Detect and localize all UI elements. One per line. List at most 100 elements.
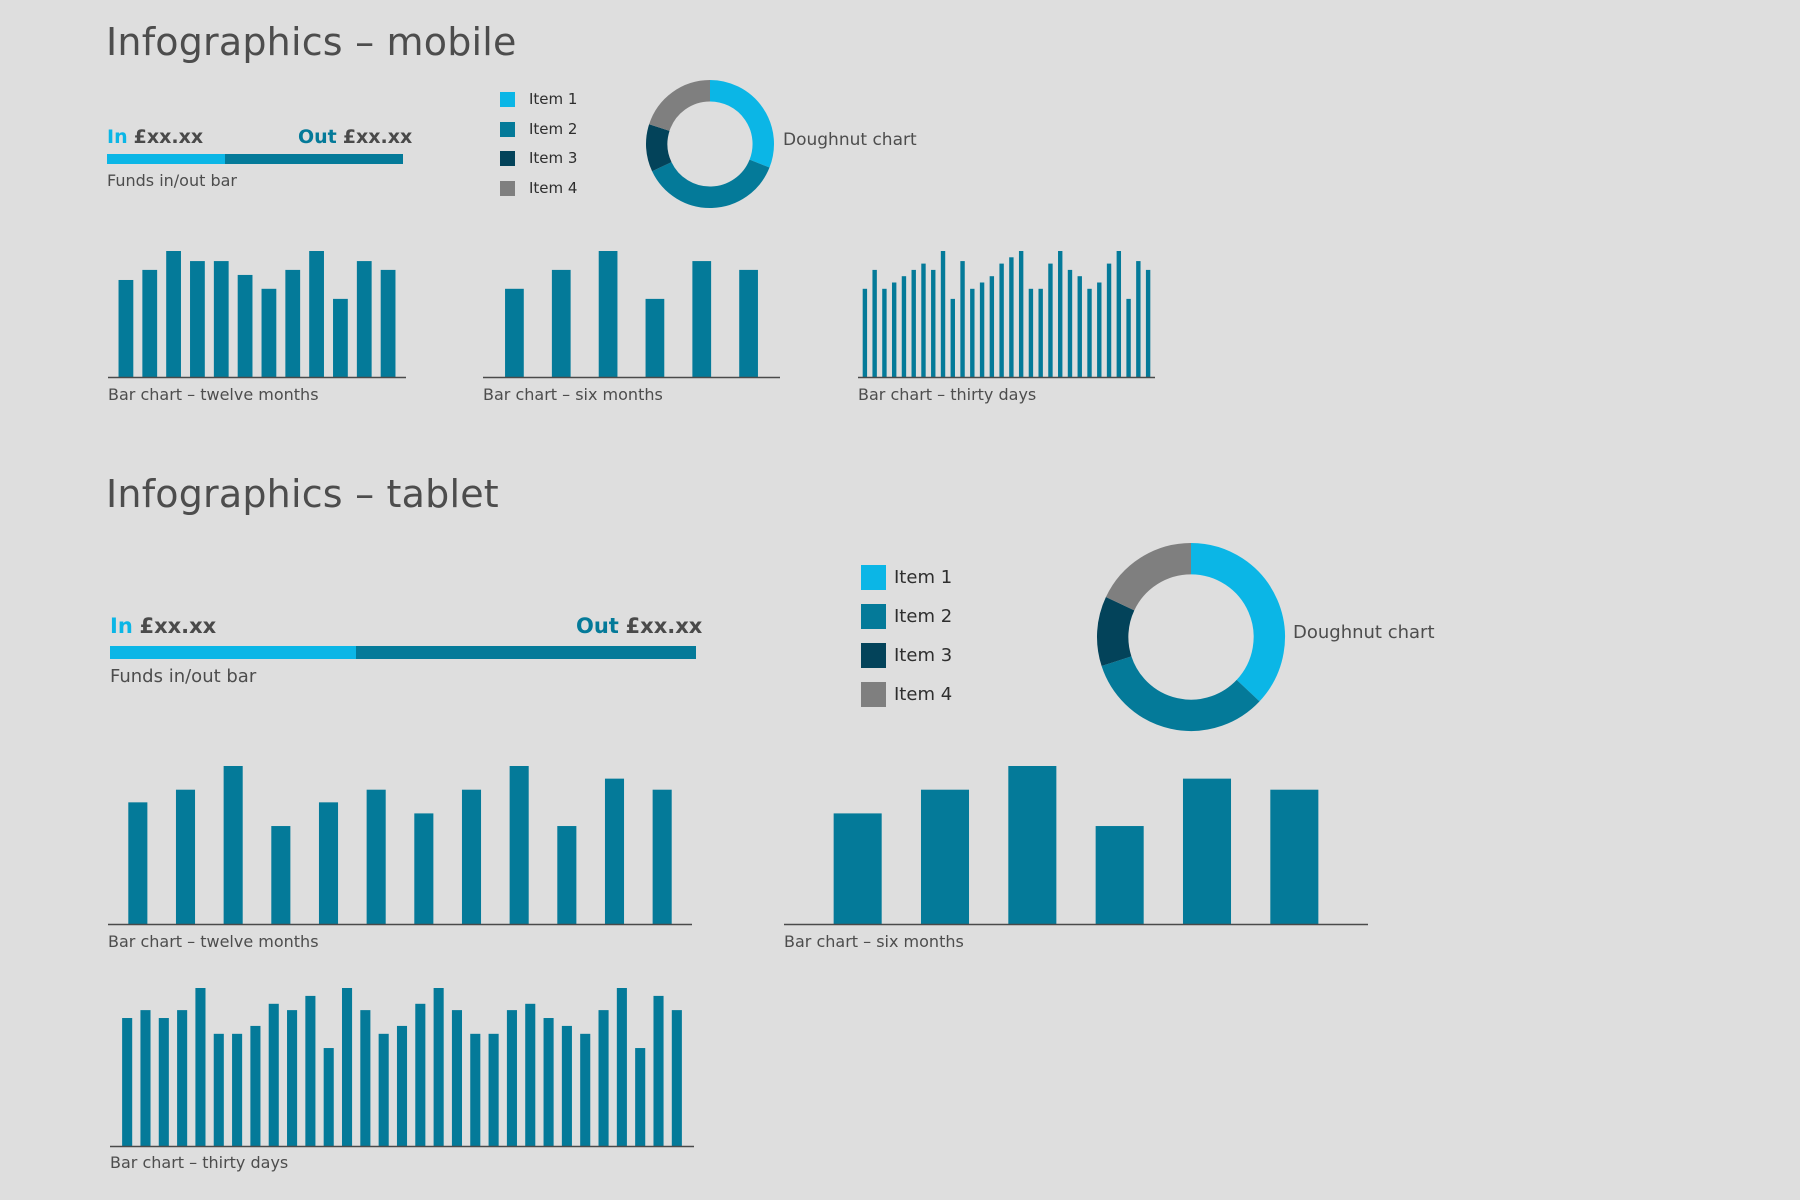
- mobile-thirty-days-bar-6: [911, 269, 916, 377]
- tablet-six-months-bar-1: [833, 813, 882, 924]
- tablet-out-label: Out: [576, 614, 619, 638]
- tablet-twelve-months-bar-3: [223, 766, 243, 924]
- mobile-thirty-days-bar-11: [960, 261, 965, 377]
- mobile-six-months-bar-1: [505, 288, 524, 377]
- tablet-legend-label-2: Item 2: [894, 606, 953, 627]
- mobile-twelve-months-bar-6: [237, 274, 253, 377]
- tablet-twelve-months-bar-6: [366, 789, 386, 924]
- mobile-twelve-months-bar-10: [333, 298, 348, 377]
- mobile-thirty-days-bar-13: [979, 282, 985, 377]
- tablet-thirty-days-bar-4: [177, 1010, 188, 1146]
- tablet-twelve-months-bar-12: [652, 789, 672, 924]
- mobile-doughnut-slice-3: [646, 124, 672, 172]
- mobile-thirty-days-bar-2: [872, 269, 877, 377]
- mobile-legend-label-4: Item 4: [529, 179, 578, 197]
- tablet-thirty-days-bar-30: [653, 995, 664, 1146]
- mobile-legend-label-2: Item 2: [529, 120, 578, 138]
- mobile-thirty-days-bar-27: [1116, 251, 1122, 377]
- mobile-thirty-days-bar-14: [989, 276, 995, 377]
- mobile-out-label: Out: [298, 126, 337, 148]
- tablet-legend-label-3: Item 3: [894, 645, 953, 666]
- tablet-thirty-days-bar-24: [543, 1018, 554, 1146]
- tablet-thirty-days-bar-19: [451, 1010, 463, 1146]
- tablet-legend-swatch-3: [861, 643, 886, 668]
- mobile-legend-label-1: Item 1: [529, 90, 578, 108]
- tablet-in-amount: £xx.xx: [139, 614, 217, 638]
- mobile-six-months-bar-2: [551, 269, 571, 377]
- tablet-six-months-bar-6: [1270, 789, 1319, 924]
- tablet-legend-swatch-4: [861, 682, 886, 707]
- tablet-legend-item-3: Item 3: [861, 643, 952, 668]
- tablet-twelve-months-bar-5: [318, 802, 339, 924]
- tablet-thirty-days-bar-13: [341, 988, 353, 1146]
- tablet-section-title: Infographics – tablet: [106, 472, 499, 516]
- tablet-thirty-days-bar-17: [415, 1003, 426, 1146]
- mobile-thirty-days-bar-9: [940, 251, 946, 377]
- mobile-funds-in-label: In £xx.xx: [107, 126, 203, 148]
- tablet-funds-in-label: In £xx.xx: [110, 614, 216, 638]
- tablet-twelve-months-bar-2: [175, 789, 196, 924]
- mobile-thirty-days-bar-12: [970, 288, 975, 377]
- tablet-doughnut-slice-2: [1101, 655, 1260, 731]
- tablet-bar12-caption: Bar chart – twelve months: [108, 932, 319, 951]
- mobile-thirty-days-bar-26: [1106, 263, 1112, 377]
- mobile-doughnut-slice-4: [649, 80, 711, 132]
- tablet-thirty-days-bar-22: [506, 1010, 517, 1146]
- mobile-twelve-months-bar-9: [309, 251, 324, 377]
- mobile-thirty-days-bar-30: [1145, 269, 1151, 377]
- tablet-thirty-days-bar-7: [232, 1033, 243, 1146]
- mobile-thirty-days-bar-18: [1028, 288, 1034, 377]
- mobile-in-amount: £xx.xx: [133, 126, 204, 148]
- mobile-twelve-months-bar-5: [213, 261, 229, 377]
- tablet-thirty-days-bar-26: [580, 1033, 591, 1146]
- tablet-thirty-days-bar-23: [525, 1003, 536, 1146]
- mobile-thirty-days-bar-15: [999, 263, 1004, 377]
- tablet-doughnut-slice-3: [1097, 596, 1135, 667]
- mobile-thirty-days-bar-22: [1067, 269, 1073, 377]
- mobile-twelve-months-bar-2: [142, 269, 158, 377]
- tablet-bar-chart-six-months: [784, 766, 1368, 926]
- mobile-twelve-months-bar-8: [285, 269, 301, 377]
- mobile-legend-swatch-3: [500, 150, 515, 166]
- tablet-thirty-days-bar-8: [250, 1025, 261, 1146]
- mobile-section-title: Infographics – mobile: [106, 20, 517, 64]
- tablet-doughnut-slice-1: [1190, 543, 1285, 702]
- mobile-bar-chart-twelve-months: [108, 251, 406, 379]
- tablet-thirty-days-bar-20: [470, 1033, 481, 1146]
- mobile-six-months-bar-5: [692, 261, 712, 377]
- mobile-thirty-days-bar-23: [1077, 276, 1082, 377]
- mobile-thirty-days-bar-17: [1018, 251, 1024, 377]
- tablet-thirty-days-bar-18: [433, 988, 444, 1146]
- tablet-thirty-days-bar-21: [488, 1033, 499, 1146]
- mobile-six-months-bar-4: [645, 298, 665, 377]
- tablet-thirty-days-bar-29: [635, 1048, 646, 1146]
- tablet-thirty-days-bar-11: [305, 995, 316, 1146]
- tablet-six-months-bar-4: [1095, 826, 1144, 924]
- tablet-funds-in-fill: [110, 646, 357, 659]
- mobile-funds-out-label: Out £xx.xx: [298, 126, 412, 148]
- mobile-bar-chart-six-months: [483, 251, 780, 379]
- mobile-legend-swatch-2: [500, 121, 515, 137]
- tablet-legend-label-4: Item 4: [894, 684, 953, 705]
- mobile-thirty-days-bar-24: [1087, 288, 1092, 377]
- mobile-twelve-months-bar-3: [166, 251, 181, 377]
- mobile-twelve-months-bar-1: [118, 279, 134, 377]
- tablet-doughnut-slice-4: [1105, 543, 1192, 611]
- tablet-twelve-months-bar-7: [414, 813, 434, 924]
- mobile-doughnut-slice-2: [652, 159, 770, 208]
- mobile-six-months-bar-6: [739, 269, 758, 377]
- tablet-twelve-months-bar-8: [461, 789, 482, 924]
- tablet-twelve-months-bar-4: [271, 826, 291, 924]
- mobile-thirty-days-bar-25: [1097, 282, 1102, 377]
- mobile-thirty-days-bar-19: [1038, 288, 1043, 377]
- tablet-legend-label-1: Item 1: [894, 567, 953, 588]
- tablet-funds-bar: [110, 646, 696, 659]
- tablet-twelve-months-bar-9: [509, 766, 529, 924]
- tablet-thirty-days-bar-2: [140, 1010, 151, 1146]
- mobile-twelve-months-bar-7: [261, 288, 277, 377]
- mobile-thirty-days-bar-29: [1136, 261, 1141, 377]
- mobile-thirty-days-bar-21: [1058, 251, 1063, 377]
- mobile-bar30-caption: Bar chart – thirty days: [858, 385, 1037, 404]
- mobile-thirty-days-bar-16: [1009, 257, 1014, 377]
- tablet-thirty-days-bar-25: [561, 1025, 572, 1146]
